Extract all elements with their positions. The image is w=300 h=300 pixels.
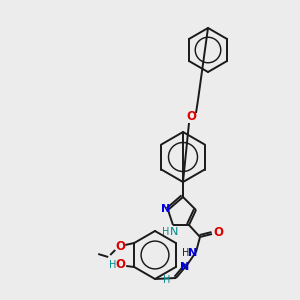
Text: N: N bbox=[188, 248, 198, 258]
Text: O: O bbox=[213, 226, 223, 238]
Text: H: H bbox=[162, 227, 170, 237]
Text: N: N bbox=[180, 262, 190, 272]
Text: O: O bbox=[186, 110, 196, 124]
Text: O: O bbox=[115, 241, 125, 254]
Text: N: N bbox=[170, 227, 178, 237]
Text: H: H bbox=[109, 260, 116, 270]
Text: H: H bbox=[182, 248, 190, 258]
Text: H: H bbox=[163, 275, 171, 285]
Text: N: N bbox=[161, 204, 171, 214]
Text: O: O bbox=[115, 259, 125, 272]
